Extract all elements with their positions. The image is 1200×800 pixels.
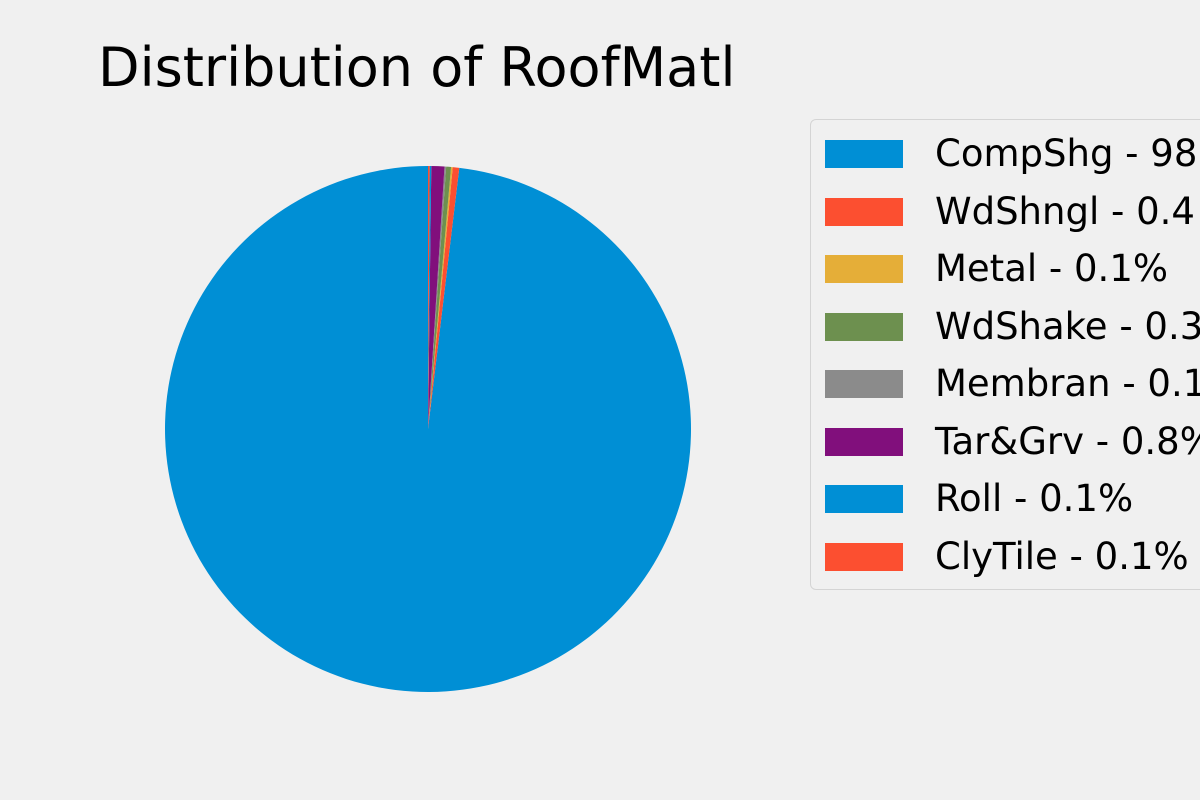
pie-slice-membran [428,166,447,429]
legend-swatch [825,427,903,456]
legend: CompShg - 98 WdShngl - 0.4 Metal - 0.1% WdS… [810,119,1200,590]
legend-label: Metal - 0.1% [935,247,1169,290]
legend-item-compshg: CompShg - 98 [825,134,1197,174]
legend-swatch [825,485,903,513]
legend-swatch [825,255,903,283]
legend-swatch [825,140,903,168]
legend-label: WdShngl - 0.4 [935,189,1195,233]
legend-label: CompShg - 98 [935,132,1198,175]
pie-slice-clytile [428,166,430,429]
legend-item-tar-grv: Tar&Grv - 0.8% [825,419,1200,463]
legend-swatch [825,370,903,398]
pie-slice-wdshake [428,166,452,429]
legend-swatch [825,197,903,226]
chart-title: Distribution of RoofMatl [98,36,736,99]
legend-swatch [825,312,903,341]
pie-slice-wdshngl [428,167,460,430]
legend-label: ClyTile - 0.1% [935,534,1189,578]
legend-item-membran: Membran - 0.1 [825,364,1200,404]
legend-swatch [825,542,903,571]
legend-label: Roll - 0.1% [935,477,1134,520]
legend-label: Tar&Grv - 0.8% [935,419,1200,463]
pie-slice-tar-grv [428,166,445,429]
legend-item-metal: Metal - 0.1% [825,249,1168,289]
legend-item-roll: Roll - 0.1% [825,479,1133,519]
pie-slice-roll [428,166,432,429]
legend-label: Membran - 0.1 [935,362,1200,405]
legend-label: WdShake - 0.3 [935,304,1200,348]
pie-slice-compshg [165,166,692,692]
legend-item-clytile: ClyTile - 0.1% [825,534,1189,578]
pie-chart [165,166,692,692]
pie-slice-metal [428,167,453,429]
legend-item-wdshngl: WdShngl - 0.4 [825,189,1195,233]
legend-item-wdshake: WdShake - 0.3 [825,304,1200,348]
